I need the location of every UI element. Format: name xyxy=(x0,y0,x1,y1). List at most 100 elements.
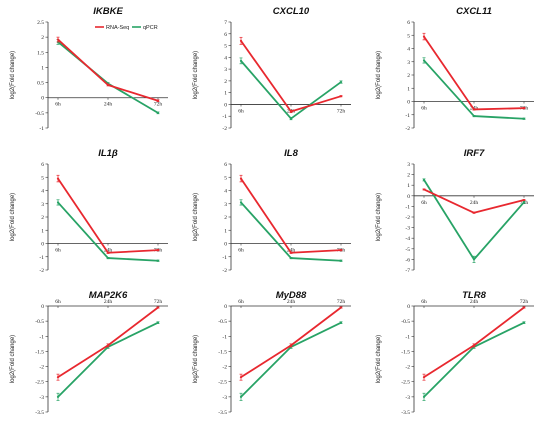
y-tick-label: 2 xyxy=(224,215,227,221)
series-line-rnaseq xyxy=(57,38,159,102)
y-tick-label: 4 xyxy=(224,55,227,61)
y-tick-label: -7 xyxy=(405,268,410,274)
y-tick-label: 6 xyxy=(224,162,227,168)
y-tick-label: -0.5 xyxy=(401,319,410,325)
data-point-qpcr xyxy=(56,201,60,204)
data-point-rnaseq xyxy=(472,344,476,347)
y-tick-label: 7 xyxy=(224,20,227,26)
data-point-rnaseq xyxy=(289,344,293,347)
data-point-qpcr xyxy=(239,395,243,398)
y-tick-label: -4 xyxy=(405,236,410,242)
y-tick-label: 2 xyxy=(224,79,227,85)
data-point-rnaseq xyxy=(472,211,476,214)
data-point-qpcr xyxy=(472,114,476,118)
chart-panel: IL8-2-101234566h24h72hlog2(Fold change) xyxy=(183,142,366,284)
chart-title: MyD88 xyxy=(276,290,307,301)
y-tick-label: -6 xyxy=(405,257,410,263)
y-tick-label: 0 xyxy=(407,100,410,106)
data-point-rnaseq xyxy=(239,177,243,180)
series-line-rnaseq xyxy=(240,178,342,254)
y-tick-label: 5 xyxy=(224,44,227,50)
data-point-rnaseq xyxy=(522,107,526,110)
y-tick-label: -2 xyxy=(405,365,410,371)
y-tick-label: -2 xyxy=(222,126,227,132)
data-point-rnaseq xyxy=(339,249,343,252)
y-tick-label: -1 xyxy=(39,255,44,261)
y-tick-label: -2 xyxy=(405,215,410,221)
legend-label: qPCR xyxy=(143,25,158,31)
x-tick-label: 6h xyxy=(55,102,61,108)
x-tick-label: 72h xyxy=(154,102,163,108)
y-tick-label: -2 xyxy=(222,365,227,371)
x-tick-label: 24h xyxy=(470,200,479,206)
y-tick-label: 1 xyxy=(224,91,227,97)
data-point-qpcr xyxy=(472,258,476,261)
y-tick-label: 1 xyxy=(224,228,227,234)
y-tick-label: 3 xyxy=(41,202,44,208)
chart-svg: IRF7-7-6-5-4-3-2-101236h24h72hlog2(Fold … xyxy=(376,148,534,274)
series-line-rnaseq xyxy=(423,306,525,378)
x-tick-label: 6h xyxy=(238,108,244,114)
data-point-rnaseq xyxy=(422,35,426,38)
y-tick-label: -0.5 xyxy=(35,319,44,325)
data-point-rnaseq xyxy=(56,376,60,379)
y-axis-label: log2(Fold change) xyxy=(10,193,16,241)
series-line-qpcr xyxy=(240,321,342,398)
y-tick-label: -3.5 xyxy=(401,410,410,416)
y-tick-label: 4 xyxy=(41,189,44,195)
y-tick-label: 5 xyxy=(41,175,44,181)
data-point-qpcr xyxy=(339,80,343,84)
y-tick-label: 3 xyxy=(407,60,410,66)
chart-title: IKBKE xyxy=(93,6,123,17)
y-tick-label: -1 xyxy=(39,334,44,340)
y-tick-label: 0 xyxy=(41,304,44,310)
chart-title: TLR8 xyxy=(462,290,486,301)
y-tick-label: 1.5 xyxy=(37,50,44,56)
y-tick-label: 6 xyxy=(407,20,410,26)
x-tick-label: 72h xyxy=(337,108,346,114)
y-axis-label: log2(Fold change) xyxy=(193,335,199,383)
chart-svg: IL8-2-101234566h24h72hlog2(Fold change) xyxy=(193,148,351,274)
data-point-rnaseq xyxy=(106,344,110,347)
data-point-rnaseq xyxy=(422,376,426,379)
data-point-qpcr xyxy=(106,256,110,260)
series-line-rnaseq xyxy=(423,36,525,111)
y-axis-label: log2(Fold change) xyxy=(193,51,199,99)
chart-svg: IKBKE -1 -0.5 0 0.5 1 1.5 2 2.5 6h 24h 72h log2(Fold… xyxy=(10,6,168,132)
data-point-rnaseq xyxy=(472,108,476,111)
chart-svg: IL1β-2-101234566h24h72hlog2(Fold change) xyxy=(10,148,168,274)
chart-title: IRF7 xyxy=(464,148,485,159)
series-line-rnaseq xyxy=(57,306,159,378)
y-tick-label: 2 xyxy=(407,73,410,79)
x-tick-label: 24h xyxy=(287,299,296,305)
x-tick-label: 6h xyxy=(55,248,61,254)
chart-title: CXCL11 xyxy=(456,6,492,17)
data-point-qpcr xyxy=(522,321,526,324)
y-tick-label: -0.5 xyxy=(35,111,44,117)
y-tick-label: 3 xyxy=(224,202,227,208)
y-tick-label: -2 xyxy=(405,126,410,132)
data-point-rnaseq xyxy=(339,306,343,309)
data-point-qpcr xyxy=(422,178,426,181)
y-tick-label: -1 xyxy=(405,334,410,340)
y-tick-label: 0 xyxy=(407,194,410,200)
chart-svg: CXCL10-2-1012345676h24h72hlog2(Fold chan… xyxy=(193,6,351,132)
data-point-rnaseq xyxy=(522,306,526,309)
data-point-qpcr xyxy=(339,259,343,262)
chart-panel: IKBKE -1 -0.5 0 0.5 1 1.5 2 2.5 6h 24h 72h log2(Fold… xyxy=(0,0,183,142)
chart-svg: CXCL11-2-101234566h24h72hlog2(Fold chang… xyxy=(376,6,534,132)
x-tick-label: 6h xyxy=(421,299,427,305)
y-tick-label: 4 xyxy=(407,47,410,53)
x-tick-label: 6h xyxy=(238,248,244,254)
y-tick-label: -1 xyxy=(222,255,227,261)
data-point-rnaseq xyxy=(106,83,110,87)
y-tick-label: 2 xyxy=(41,35,44,41)
data-point-qpcr xyxy=(239,59,243,62)
y-tick-label: 4 xyxy=(224,189,227,195)
y-tick-label: 0 xyxy=(224,102,227,108)
data-point-qpcr xyxy=(422,59,426,62)
y-tick-label: -3 xyxy=(405,226,410,232)
y-tick-label: -1 xyxy=(222,334,227,340)
y-tick-label: -1 xyxy=(39,126,44,132)
